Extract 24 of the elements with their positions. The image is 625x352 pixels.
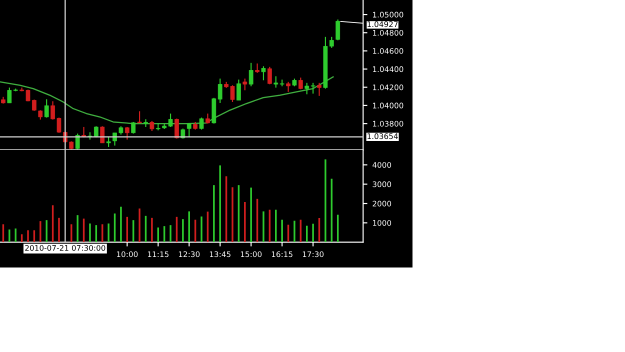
candlestick [131,121,136,134]
candlestick [106,136,111,148]
candlestick [7,87,12,104]
candlestick [38,110,43,120]
candlestick [317,82,322,96]
candlestick [261,66,266,81]
candlestick [100,126,105,144]
candlestick [255,62,260,74]
candlestick [186,122,192,138]
candlestick [124,126,130,140]
candlestick [137,110,142,124]
candlestick [267,66,272,85]
candlestick [150,120,154,132]
candlestick [236,79,241,101]
candlestick [248,62,254,87]
candlestick [44,98,49,118]
candlestick [218,78,222,104]
candlestick [75,133,80,150]
candlestick [286,81,290,92]
candlestick [274,76,278,88]
candlestick [242,78,248,91]
candlestick [336,18,340,41]
candlestick [144,118,148,128]
candlestick [199,117,204,130]
